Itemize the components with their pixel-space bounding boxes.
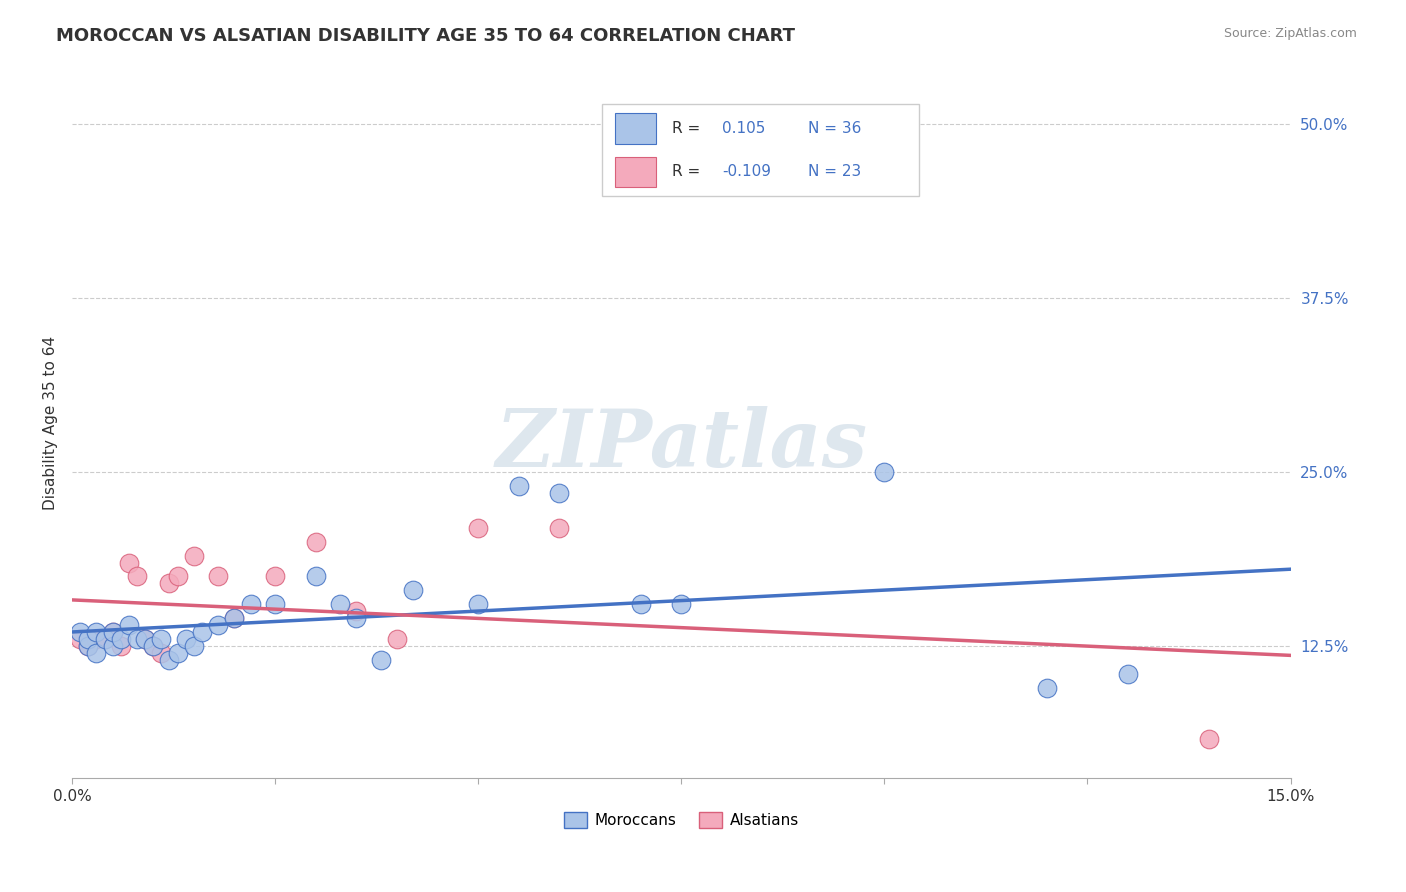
Point [239,597,262,611]
Point [1198,732,1220,747]
Point [134,632,156,646]
Point [370,653,392,667]
Point [101,639,124,653]
Point [183,549,205,563]
Point [166,569,188,583]
Point [159,576,181,591]
Point [548,521,571,535]
Point [150,646,173,660]
Point [101,625,124,640]
Point [207,618,229,632]
Point [630,597,652,611]
Point [1116,666,1139,681]
Point [224,611,246,625]
Point [110,632,132,646]
Point [69,632,91,646]
Point [402,583,425,598]
Point [142,639,165,653]
Text: MOROCCAN VS ALSATIAN DISABILITY AGE 35 TO 64 CORRELATION CHART: MOROCCAN VS ALSATIAN DISABILITY AGE 35 T… [56,27,796,45]
Point [125,569,148,583]
Point [183,639,205,653]
Point [548,486,571,500]
Point [329,597,352,611]
Point [305,569,328,583]
Point [159,653,181,667]
Point [467,521,489,535]
Point [69,625,91,640]
Point [150,632,173,646]
Point [344,604,367,618]
Point [174,632,197,646]
Point [77,639,100,653]
Text: Source: ZipAtlas.com: Source: ZipAtlas.com [1223,27,1357,40]
Point [86,632,108,646]
Point [93,632,115,646]
Point [166,646,188,660]
Point [191,625,214,640]
Point [508,479,530,493]
Point [671,597,693,611]
Point [118,556,141,570]
Point [134,632,156,646]
Point [305,534,328,549]
Point [873,465,896,479]
Point [1036,681,1059,695]
Point [264,569,287,583]
Point [125,632,148,646]
Point [110,639,132,653]
Point [86,646,108,660]
Point [344,611,367,625]
Y-axis label: Disability Age 35 to 64: Disability Age 35 to 64 [44,336,58,510]
Point [207,569,229,583]
Text: ZIPatlas: ZIPatlas [495,406,868,483]
Legend: Moroccans, Alsatians: Moroccans, Alsatians [558,806,806,834]
Point [467,597,489,611]
Point [385,632,408,646]
Point [93,632,115,646]
Point [77,632,100,646]
Point [224,611,246,625]
Point [118,618,141,632]
Point [86,625,108,640]
Point [101,625,124,640]
Point [77,639,100,653]
Point [264,597,287,611]
Point [142,639,165,653]
